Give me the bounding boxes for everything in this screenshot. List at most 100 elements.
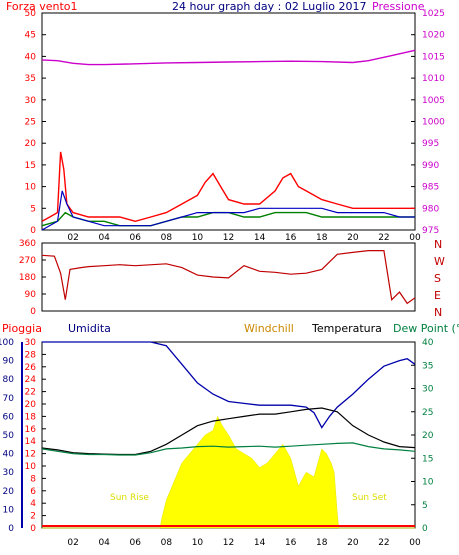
humidity-tick-label: 20 [3, 487, 15, 497]
humidity-tick-label: 10 [3, 505, 15, 515]
wind-tick-label: 25 [25, 118, 36, 128]
direction-tick-label: 360 [19, 239, 36, 249]
pressure-tick-label: 1010 [422, 74, 445, 84]
wind-tick-label: 15 [25, 161, 36, 171]
wind-x-tick-label: 22 [378, 233, 389, 243]
humidity-tick-label: 30 [3, 468, 15, 478]
rain-tick-label: 22 [25, 388, 36, 398]
humidity-tick-label: 40 [3, 450, 15, 460]
direction-letter: N [434, 306, 442, 319]
wind-x-tick-label: 10 [192, 233, 204, 243]
wind-x-tick-label: 08 [161, 233, 173, 243]
pressure-tick-label: 985 [422, 183, 439, 193]
sunrise-annotation: Sun Rise [110, 493, 149, 503]
humidity-tick-label: 80 [3, 375, 15, 385]
direction-letter: E [434, 289, 441, 302]
temp-x-tick-label: 12 [223, 538, 234, 548]
humidity-tick-label: 60 [3, 412, 15, 422]
wind-tick-label: 20 [25, 139, 37, 149]
direction-letter: S [434, 272, 441, 285]
wind-x-tick-label: 12 [223, 233, 234, 243]
pressure-tick-label: 990 [422, 161, 439, 171]
chart-marks [41, 49, 416, 529]
direction-tick-label: 270 [19, 256, 36, 266]
wind-x-tick-label: 02 [67, 233, 78, 243]
wind-x-tick-label: 04 [98, 233, 110, 243]
pressure-series-line [41, 49, 416, 66]
rain-tick-label: 26 [25, 363, 37, 373]
temp-tick-label: 10 [422, 478, 434, 488]
temp-tick-label: 30 [422, 385, 434, 395]
wind-tick-label: 5 [30, 204, 36, 214]
temp-tick-label: 20 [422, 431, 434, 441]
temp-x-tick-label: 14 [254, 538, 266, 548]
rain-tick-label: 4 [30, 499, 36, 509]
temp-tick-label: 0 [422, 524, 428, 534]
axis-ticks: 0510152025303540455097598098599099510001… [0, 9, 445, 548]
wind-tick-label: 45 [25, 31, 36, 41]
wind-x-tick-label: 16 [285, 233, 297, 243]
direction-tick-label: 180 [19, 273, 36, 283]
pressure-tick-label: 1000 [422, 118, 445, 128]
direction-tick-label: 90 [25, 290, 37, 300]
temp-x-tick-label: 18 [316, 538, 328, 548]
wind-series-line [41, 190, 415, 231]
rain-tick-label: 18 [25, 412, 37, 422]
wind-tick-label: 35 [25, 74, 36, 84]
wind-tick-label: 10 [25, 183, 37, 193]
temp-x-tick-label: 20 [347, 538, 359, 548]
temp-tick-label: 15 [422, 454, 433, 464]
legend-humidity: Umidita [68, 322, 111, 335]
temp-x-tick-label: 04 [98, 538, 110, 548]
rain-tick-label: 20 [25, 400, 37, 410]
wind-x-tick-label: 18 [316, 233, 328, 243]
rain-tick-label: 2 [30, 512, 36, 522]
pressure-tick-label: 1005 [422, 96, 445, 106]
rain-tick-label: 30 [25, 338, 37, 348]
temp-x-tick-label: 00 [409, 538, 421, 548]
rain-tick-label: 8 [30, 474, 36, 484]
wind-x-tick-label: 06 [130, 233, 142, 243]
rain-tick-label: 16 [25, 425, 37, 435]
wind-tick-label: 50 [25, 9, 37, 19]
gust-series-line [41, 151, 415, 223]
humidity-tick-label: 70 [3, 394, 15, 404]
pressure-axis-label: Pressione [372, 0, 425, 13]
humidity-series-line [42, 341, 416, 429]
direction-series-line [41, 250, 416, 305]
temp-tick-label: 5 [422, 501, 428, 511]
wind-axis-label: Forza vento1 [6, 0, 78, 13]
direction-letter: N [434, 238, 442, 251]
wind-tick-label: 40 [25, 52, 37, 62]
temp-x-tick-label: 06 [130, 538, 142, 548]
rain-tick-label: 0 [30, 524, 36, 534]
wind-x-tick-label: 00 [409, 233, 421, 243]
temp-tick-label: 25 [422, 408, 433, 418]
pressure-tick-label: 980 [422, 204, 439, 214]
legend-rain: Pioggia [2, 322, 42, 335]
wind-x-tick-label: 14 [254, 233, 266, 243]
rain-tick-label: 6 [30, 487, 36, 497]
temp-tick-label: 40 [422, 338, 434, 348]
legend-dewpoint: Dew Point (°C [393, 322, 459, 335]
direction-tick-label: 0 [30, 307, 36, 317]
grid-lines [21, 12, 415, 529]
sun-area [42, 415, 415, 529]
legend-windchill: Windchill [244, 322, 294, 335]
wind-x-tick-label: 20 [347, 233, 359, 243]
wind-tick-label: 30 [25, 96, 37, 106]
temp-x-tick-label: 16 [285, 538, 297, 548]
temp-x-tick-label: 02 [67, 538, 78, 548]
rain-tick-label: 24 [25, 375, 37, 385]
humidity-tick-label: 50 [3, 431, 15, 441]
temp-tick-label: 35 [422, 361, 433, 371]
temp-x-tick-label: 22 [378, 538, 389, 548]
direction-letter: W [434, 255, 445, 268]
humidity-tick-label: 90 [3, 357, 15, 367]
temp-x-tick-label: 10 [192, 538, 204, 548]
rain-tick-label: 28 [25, 350, 37, 360]
pressure-tick-label: 975 [422, 226, 439, 236]
rain-tick-label: 14 [25, 437, 37, 447]
legend-temperature: Temperatura [311, 322, 382, 335]
